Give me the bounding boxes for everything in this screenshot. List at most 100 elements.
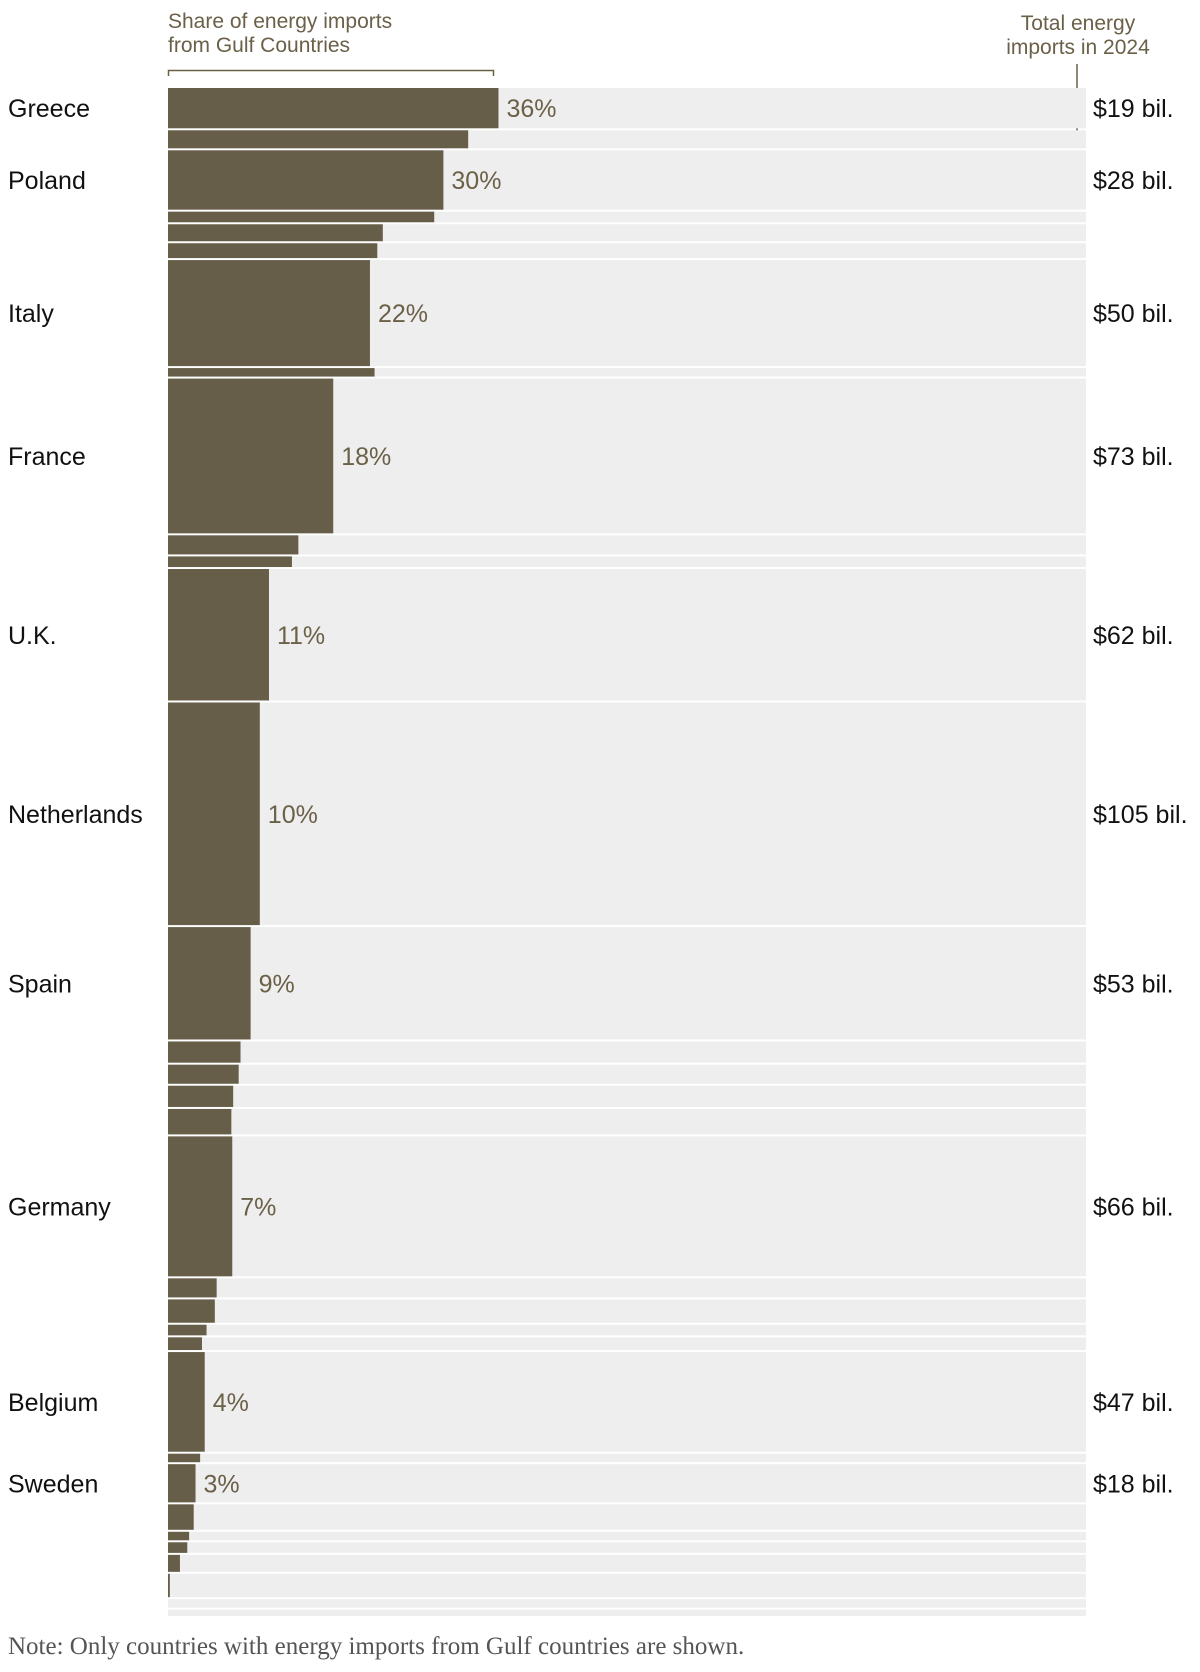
header-left-line2: from Gulf Countries — [168, 34, 350, 57]
country-label-spain: Spain — [8, 970, 72, 998]
total-label-poland: $28 bil. — [1093, 167, 1174, 195]
bar-row-33 — [168, 1609, 1086, 1616]
bar-12 — [168, 569, 269, 701]
bar-6 — [168, 243, 378, 259]
share-label-u-k: 11% — [277, 622, 325, 650]
bar-row-11 — [168, 556, 1086, 568]
share-label-sweden: 3% — [204, 1470, 240, 1498]
bar-track-21 — [168, 1299, 1086, 1323]
bar-track-12 — [168, 569, 1086, 701]
bar-29 — [168, 1542, 188, 1553]
bar-row-12: U.K. 11% $62 bil. — [8, 569, 1174, 701]
country-label-germany: Germany — [8, 1193, 111, 1221]
bar-row-2 — [168, 130, 1086, 149]
bar-track-16 — [168, 1064, 1086, 1084]
bar-9 — [168, 378, 334, 534]
country-label-belgium: Belgium — [8, 1389, 98, 1417]
bar-31 — [168, 1573, 170, 1598]
bar-track-5 — [168, 224, 1086, 242]
bar-23 — [168, 1337, 202, 1351]
bar-row-21 — [168, 1299, 1086, 1323]
country-label-u-k: U.K. — [8, 622, 57, 650]
bar-row-10 — [168, 535, 1086, 555]
bar-row-6 — [168, 243, 1086, 259]
bar-track-13 — [168, 702, 1086, 926]
bar-track-26 — [168, 1464, 1086, 1503]
bar-16 — [168, 1064, 239, 1084]
bar-row-7: Italy 22% $50 bil. — [8, 260, 1174, 367]
bar-13 — [168, 702, 260, 926]
share-label-spain: 9% — [259, 970, 295, 998]
share-label-netherlands: 10% — [268, 801, 318, 829]
bar-21 — [168, 1299, 215, 1323]
bar-row-15 — [168, 1041, 1086, 1063]
bar-track-20 — [168, 1278, 1086, 1298]
total-label-sweden: $18 bil. — [1093, 1470, 1174, 1498]
bar-row-20 — [168, 1278, 1086, 1298]
total-label-netherlands: $105 bil. — [1093, 801, 1188, 829]
bar-track-14 — [168, 927, 1086, 1040]
bar-rows: Greece 36% $19 bil. Poland 30% $28 bil. Italy 2… — [8, 88, 1188, 1616]
bar-row-22 — [168, 1324, 1086, 1336]
bar-track-6 — [168, 243, 1086, 259]
total-label-italy: $50 bil. — [1093, 300, 1174, 328]
chart-note: Note: Only countries with energy imports… — [8, 1633, 744, 1660]
bar-2 — [168, 130, 469, 149]
total-label-spain: $53 bil. — [1093, 970, 1174, 998]
bar-row-23 — [168, 1337, 1086, 1351]
bar-row-16 — [168, 1064, 1086, 1084]
share-label-greece: 36% — [506, 95, 556, 123]
header-right-line1: Total energy — [1021, 12, 1136, 35]
bar-row-17 — [168, 1085, 1086, 1107]
country-label-italy: Italy — [8, 300, 54, 328]
bar-track-10 — [168, 535, 1086, 555]
bar-track-11 — [168, 556, 1086, 568]
bar-25 — [168, 1453, 201, 1463]
bar-1 — [168, 88, 499, 129]
bar-20 — [168, 1278, 217, 1298]
bar-row-18 — [168, 1108, 1086, 1135]
bar-3 — [168, 150, 444, 210]
country-label-greece: Greece — [8, 95, 90, 123]
bar-track-30 — [168, 1554, 1086, 1572]
total-label-greece: $19 bil. — [1093, 95, 1174, 123]
bar-30 — [168, 1554, 180, 1572]
bar-track-23 — [168, 1337, 1086, 1351]
bar-5 — [168, 224, 383, 242]
bar-22 — [168, 1324, 207, 1336]
bar-track-17 — [168, 1085, 1086, 1107]
share-label-germany: 7% — [240, 1193, 276, 1221]
bar-24 — [168, 1352, 205, 1452]
bar-row-8 — [168, 368, 1086, 377]
bar-row-25 — [168, 1453, 1086, 1463]
share-label-italy: 22% — [378, 300, 428, 328]
country-label-sweden: Sweden — [8, 1470, 98, 1498]
header-left-bracket — [167, 69, 495, 76]
bar-row-24: Belgium 4% $47 bil. — [8, 1352, 1174, 1452]
total-label-u-k: $62 bil. — [1093, 622, 1174, 650]
header-left-line1: Share of energy imports — [168, 10, 392, 33]
bar-28 — [168, 1531, 190, 1541]
bar-8 — [168, 368, 375, 377]
bar-14 — [168, 927, 251, 1040]
bar-26 — [168, 1464, 196, 1503]
bar-track-18 — [168, 1108, 1086, 1135]
bar-15 — [168, 1041, 241, 1063]
bar-row-27 — [168, 1504, 1086, 1530]
bar-row-26: Sweden 3% $18 bil. — [8, 1464, 1174, 1503]
bar-row-9: France 18% $73 bil. — [8, 378, 1174, 534]
bar-row-5 — [168, 224, 1086, 242]
bar-row-19: Germany 7% $66 bil. — [8, 1136, 1174, 1277]
bar-track-15 — [168, 1041, 1086, 1063]
bar-track-29 — [168, 1542, 1086, 1553]
country-label-france: France — [8, 443, 86, 471]
share-label-poland: 30% — [451, 167, 501, 195]
country-label-poland: Poland — [8, 167, 86, 195]
bar-11 — [168, 556, 292, 568]
share-label-belgium: 4% — [213, 1389, 249, 1417]
bar-row-31 — [168, 1573, 1086, 1598]
bar-17 — [168, 1085, 234, 1107]
total-label-france: $73 bil. — [1093, 443, 1174, 471]
total-label-belgium: $47 bil. — [1093, 1389, 1174, 1417]
country-label-netherlands: Netherlands — [8, 801, 143, 829]
